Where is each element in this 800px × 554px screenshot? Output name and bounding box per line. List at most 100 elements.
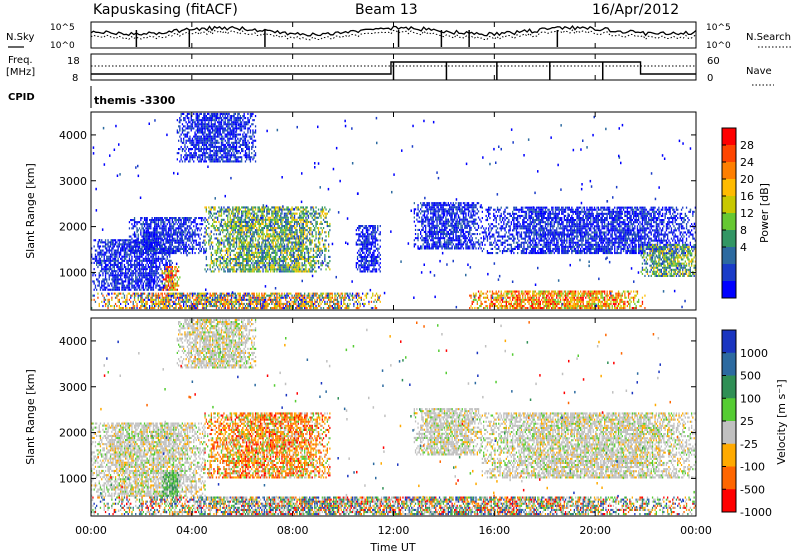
echo-cell [136,285,137,287]
echo-cell [244,127,245,129]
echo-cell [202,138,203,140]
echo-cell [178,242,179,244]
echo-cell [168,276,169,278]
echo-cell [152,236,153,238]
echo-cell [111,250,112,252]
echo-cell [239,256,240,258]
echo-cell [212,119,213,121]
echo-cell [303,217,304,219]
echo-cell [216,229,217,231]
echo-cell [269,246,270,248]
echo-cell [325,217,326,219]
echo-cell [179,238,180,240]
echo-cell [303,256,304,258]
echo-cell [315,252,316,254]
echo-cell [133,272,134,274]
echo-cell [230,252,231,254]
echo-cell [305,225,306,227]
echo-cell [211,150,212,152]
echo-cell [201,142,202,144]
echo-cell [257,270,258,272]
echo-cell [210,154,211,156]
echo-cell [247,206,248,208]
echo-cell [131,256,132,258]
echo-cell [266,229,267,231]
echo-cell [314,270,315,272]
echo-cell [304,237,305,239]
echo-cell [106,272,107,274]
echo-cell [281,229,282,231]
echo-cell [237,156,238,158]
echo-cell [367,242,368,244]
echo-cell [293,264,294,266]
echo-cell [222,138,223,140]
echo-cell [298,268,299,270]
echo-cell [294,248,295,250]
echo-cell [203,144,204,146]
echo-cell [363,270,364,272]
echo-cell [213,270,214,272]
echo-cell [220,117,221,119]
echo-cell [242,148,243,150]
echo-cell [368,229,369,231]
echo-cell [100,289,101,291]
echo-cell [144,248,145,250]
echo-cell [208,113,209,115]
echo-cell [252,239,253,241]
echo-cell [279,262,280,264]
echo-cell [328,246,329,248]
echo-cell [184,221,185,223]
echo-cell [174,240,175,242]
echo-cell [141,254,142,256]
echo-cell [261,248,262,250]
echo-cell [290,227,291,229]
echo-cell [211,132,212,134]
echo-cell [228,250,229,252]
echo-cell [133,245,134,247]
echo-cell [239,142,240,144]
echo-cell [305,260,306,262]
echo-cell [281,233,282,235]
echo-cell [285,264,286,266]
echo-cell [281,235,282,237]
echo-cell [362,244,363,246]
echo-cell [256,270,257,272]
echo-cell [254,270,255,272]
echo-cell [361,225,362,227]
echo-cell [276,235,277,237]
echo-cell [187,127,188,129]
echo-cell [261,262,262,264]
echo-cell [152,289,153,291]
echo-cell [308,231,309,233]
echo-cell [232,250,233,252]
echo-cell [221,150,222,152]
echo-cell [249,227,250,229]
echo-cell [240,268,241,270]
echo-cell [366,262,367,264]
echo-cell [251,252,252,254]
echo-cell [199,217,200,219]
echo-cell [125,280,126,282]
echo-cell [245,223,246,225]
echo-cell [198,140,199,142]
echo-cell [217,142,218,144]
echo-cell [368,225,369,227]
echo-cell [357,258,358,260]
echo-cell [236,160,237,162]
echo-cell [303,223,304,225]
echo-cell [231,262,232,264]
echo-cell [189,140,190,142]
echo-cell [189,158,190,160]
echo-cell [262,229,263,231]
echo-cell [363,244,364,246]
echo-cell [315,211,316,213]
echo-cell [291,268,292,270]
echo-cell [317,227,318,229]
echo-cell [198,242,199,244]
echo-cell [310,266,311,268]
echo-cell [232,211,233,213]
echo-cell [225,123,226,125]
echo-cell [201,119,202,121]
echo-cell [121,270,122,272]
echo-cell [241,239,242,241]
